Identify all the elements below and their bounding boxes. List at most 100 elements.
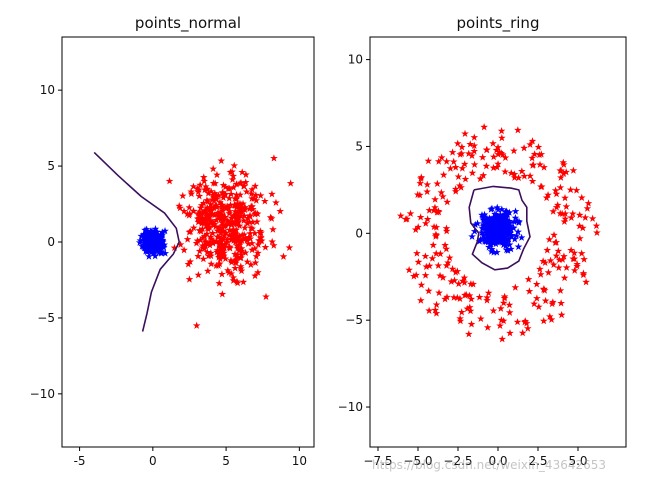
data-point	[417, 281, 426, 289]
data-point	[575, 211, 584, 219]
data-point	[498, 134, 506, 142]
data-point	[562, 263, 571, 271]
data-point	[478, 153, 487, 161]
data-point	[204, 267, 212, 275]
data-point	[200, 177, 208, 185]
data-point	[581, 213, 590, 221]
x-tick-label: 0.0	[488, 454, 507, 468]
chart-title: points_ring	[457, 14, 540, 33]
data-point	[178, 191, 187, 200]
y-tick-label: −5	[37, 311, 55, 325]
data-point	[477, 314, 485, 323]
data-point	[534, 143, 543, 151]
points-normal-chart: points_normal -5 0 5 10 −10 −5 0 5 10	[30, 14, 315, 468]
y-tick-label: −10	[338, 400, 363, 414]
data-point	[180, 246, 188, 254]
decision-boundary	[93, 151, 181, 332]
data-point	[539, 317, 548, 325]
data-point	[437, 188, 446, 196]
data-point	[514, 227, 522, 236]
data-point	[423, 180, 432, 188]
data-point	[218, 290, 227, 298]
data-point	[514, 242, 523, 251]
data-point	[483, 145, 491, 154]
data-point	[520, 172, 529, 180]
blue-series	[135, 225, 170, 260]
data-point	[414, 258, 423, 266]
y-tick-label: 10	[40, 83, 55, 97]
data-point	[557, 310, 566, 319]
data-point	[215, 279, 224, 287]
data-point	[501, 167, 509, 175]
y-tick-label: 0	[355, 226, 363, 240]
y-tick-label: −10	[30, 387, 55, 401]
data-point	[406, 209, 415, 217]
data-point	[442, 157, 451, 165]
points-ring-chart: points_ring −7.5 −5.0 −2.5 0.0 2.5 5.0 −10 −5 0…	[338, 14, 627, 468]
data-point	[432, 300, 441, 309]
data-point	[405, 266, 413, 274]
data-point	[484, 289, 493, 297]
x-tick-label: −5.0	[403, 454, 432, 468]
data-point	[213, 170, 221, 179]
data-point	[185, 203, 194, 211]
data-point	[454, 172, 463, 181]
data-point	[532, 280, 541, 288]
data-point	[593, 228, 601, 237]
x-tick-label: 5.0	[568, 454, 587, 468]
data-point	[435, 288, 443, 297]
data-point	[470, 160, 479, 168]
data-point	[449, 157, 458, 165]
data-point	[524, 275, 533, 283]
data-point	[572, 186, 581, 194]
data-point	[498, 335, 507, 343]
y-tick-label: 10	[348, 53, 363, 67]
data-point	[467, 320, 476, 328]
data-point	[525, 287, 534, 295]
x-tick-label: 10	[292, 454, 307, 468]
data-point	[461, 291, 469, 299]
data-point	[582, 278, 590, 286]
data-point	[279, 252, 288, 260]
x-axis: −7.5 −5.0 −2.5 0.0 2.5 5.0	[363, 447, 588, 468]
x-tick-label: −2.5	[443, 454, 472, 468]
data-point	[165, 177, 174, 185]
data-point	[535, 302, 543, 311]
data-point	[569, 166, 578, 174]
data-point	[239, 278, 248, 286]
data-point	[286, 179, 295, 187]
plot-frame	[61, 36, 315, 448]
data-point	[425, 306, 433, 314]
decision-boundary	[468, 185, 531, 271]
red-series	[165, 154, 295, 329]
data-point	[554, 247, 563, 255]
data-point	[261, 197, 269, 205]
data-point	[424, 157, 433, 165]
data-point	[560, 273, 569, 282]
data-point	[446, 164, 455, 172]
data-point	[433, 179, 442, 188]
data-point	[185, 275, 194, 283]
data-point	[251, 258, 260, 267]
data-point	[480, 123, 488, 131]
x-tick-label: 2.5	[528, 454, 547, 468]
data-point	[588, 214, 597, 222]
data-point	[439, 170, 448, 179]
data-point	[429, 241, 438, 249]
data-point	[421, 252, 430, 260]
data-point	[576, 234, 584, 242]
data-point	[561, 193, 569, 202]
data-point	[536, 265, 544, 273]
data-point	[270, 154, 278, 162]
data-point	[568, 209, 577, 218]
data-point	[483, 296, 491, 304]
data-point	[550, 231, 558, 239]
data-point	[465, 330, 473, 338]
data-point	[548, 299, 556, 308]
data-point	[453, 139, 462, 147]
data-point	[554, 263, 563, 271]
data-point	[448, 148, 457, 156]
data-point	[268, 237, 276, 245]
data-point	[461, 175, 470, 183]
data-point	[489, 139, 497, 147]
